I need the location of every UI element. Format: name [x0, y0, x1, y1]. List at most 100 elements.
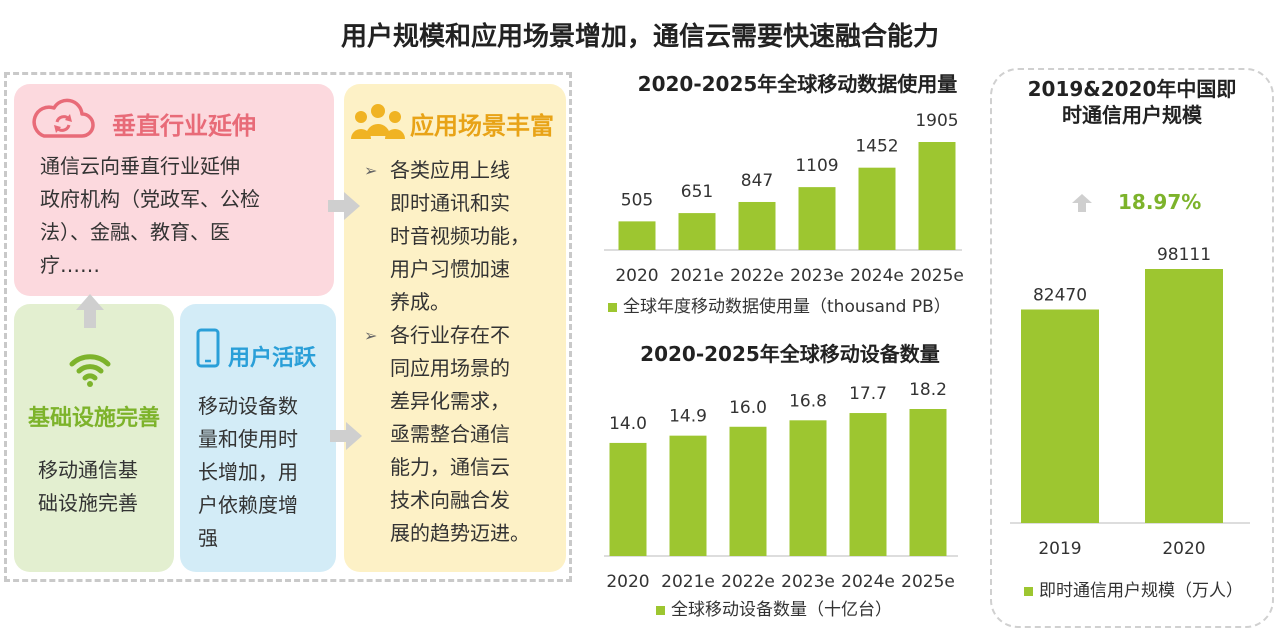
vertical-industry-line: 政府机构（党政军、公检	[40, 187, 260, 211]
x-tick-label: 2025e	[901, 572, 955, 592]
bar-value-label: 18.2	[909, 380, 947, 400]
bar	[909, 409, 947, 556]
bar	[678, 213, 716, 250]
mobile-data-usage-chart: 505 2020 651 2021e 847 2022e 1109 2023e 1452 2024…	[604, 111, 964, 286]
scenario-line: 时音视频功能，	[390, 224, 530, 248]
x-tick-label: 2020	[1162, 539, 1205, 559]
bar-value-label: 16.0	[729, 398, 767, 418]
infrastructure-line: 础设施完善	[38, 491, 138, 515]
bar	[669, 435, 707, 556]
growth-rate: 18.97%	[1118, 190, 1202, 214]
cloud-sync-icon	[32, 98, 95, 138]
app-scenarios-title: 应用场景丰富	[410, 112, 554, 140]
bar-value-label: 16.8	[789, 391, 827, 411]
chart-legend: 即时通信用户规模（万人）	[1024, 576, 1243, 601]
vertical-industry-line: 法）、金融、教育、医	[40, 220, 230, 244]
chart-title-line: 2019&2020年中国即	[1027, 77, 1237, 101]
user-activity-line: 强	[198, 526, 218, 550]
x-tick-label: 2022e	[730, 266, 784, 286]
bar-value-label: 505	[621, 190, 653, 210]
scenario-line: 各类应用上线	[390, 158, 510, 182]
scenario-line: 能力，通信云	[390, 455, 510, 479]
bullet-arrow-icon: ➢	[364, 326, 378, 345]
scenario-line: 同应用场景的	[390, 356, 510, 380]
im-users-panel-frame	[990, 68, 1274, 628]
legend-label: 即时通信用户规模（万人）	[1039, 581, 1243, 601]
x-tick-label: 2020	[606, 572, 649, 592]
scenario-line: 亟需整合通信	[390, 422, 510, 446]
wifi-icon	[69, 354, 111, 387]
bar-value-label: 82470	[1033, 285, 1087, 305]
chart-title: 2020-2025年全球移动设备数量	[640, 342, 940, 366]
bar	[729, 426, 767, 556]
right-arrow-icon	[328, 192, 360, 220]
x-tick-label: 2023e	[790, 266, 844, 286]
scenario-line: 养成。	[390, 290, 450, 314]
user-activity-line: 量和使用时	[198, 427, 298, 451]
legend-swatch	[608, 302, 617, 312]
bar	[849, 413, 887, 556]
x-tick-label: 2024e	[841, 572, 895, 592]
legend-swatch	[1024, 586, 1033, 596]
bar	[789, 420, 827, 556]
scenario-bullet: ➢ 各行业存在不 同应用场景的 差异化需求， 亟需整合通信 能力，通信云 技术向…	[364, 319, 564, 550]
chart-title-line: 时通信用户规模	[1062, 103, 1202, 127]
page-title: 用户规模和应用场景增加，通信云需要快速融合能力	[340, 22, 939, 52]
bar	[858, 167, 896, 250]
scenario-line: 技术向融合发	[390, 488, 510, 512]
user-activity-line: 户依赖度增	[198, 493, 298, 517]
mobile-phone-icon	[196, 328, 220, 368]
bar-value-label: 1109	[795, 156, 838, 176]
bar	[798, 187, 836, 250]
vertical-industry-card: 垂直行业延伸 通信云向垂直行业延伸 政府机构（党政军、公检 法）、金融、教育、医…	[14, 84, 334, 296]
up-arrow-icon	[76, 294, 104, 328]
bar	[1145, 269, 1223, 523]
x-tick-label: 2021e	[661, 572, 715, 592]
left-panel-frame	[4, 72, 572, 582]
x-tick-label: 2024e	[850, 266, 904, 286]
right-arrow-icon	[330, 422, 362, 450]
user-activity-title: 用户活跃	[228, 346, 317, 371]
x-tick-label: 2019	[1038, 539, 1081, 559]
bar	[609, 442, 647, 556]
bar	[1021, 309, 1099, 523]
mobile-devices-chart: 14.0 2020 14.9 2021e 16.0 2022e 16.8 2023e 17.7 2…	[604, 380, 958, 592]
im-users-chart: 82470 2019 98111 2020	[1010, 245, 1250, 559]
scenario-line: 用户习惯加速	[390, 257, 510, 281]
bar-value-label: 17.7	[849, 384, 887, 404]
bar-value-label: 847	[741, 171, 773, 191]
legend-label: 全球年度移动数据使用量（thousand PB）	[623, 297, 951, 317]
user-activity-line: 移动设备数	[198, 394, 298, 418]
vertical-industry-line: 通信云向垂直行业延伸	[40, 154, 240, 178]
bar	[618, 221, 656, 250]
bar	[918, 142, 956, 250]
x-tick-label: 2022e	[721, 572, 775, 592]
bar-value-label: 14.9	[669, 407, 707, 427]
app-scenarios-card: 应用场景丰富 ➢ 各类应用上线 即时通讯和实 时音视频功能， 用户习惯加速 养成…	[344, 84, 566, 572]
x-tick-label: 2023e	[781, 572, 835, 592]
user-activity-card: 用户活跃 移动设备数 量和使用时 长增加，用 户依赖度增 强	[180, 304, 336, 572]
chart-legend: 全球年度移动数据使用量（thousand PB）	[608, 292, 951, 317]
chart-legend: 全球移动设备数量（十亿台）	[656, 595, 892, 620]
scenario-line: 差异化需求，	[390, 389, 510, 413]
legend-label: 全球移动设备数量（十亿台）	[671, 600, 892, 620]
scenario-line: 即时通讯和实	[390, 191, 510, 215]
users-group-icon	[351, 104, 405, 139]
bar-value-label: 98111	[1157, 245, 1211, 265]
infrastructure-title: 基础设施完善	[27, 406, 160, 431]
vertical-industry-title: 垂直行业延伸	[112, 112, 256, 140]
up-arrow-icon	[1072, 194, 1092, 212]
user-activity-line: 长增加，用	[198, 460, 298, 484]
bar-value-label: 1452	[855, 137, 898, 157]
scenario-line: 展的趋势迈进。	[390, 521, 530, 545]
scenario-bullet: ➢ 各类应用上线 即时通讯和实 时音视频功能， 用户习惯加速 养成。	[364, 154, 564, 319]
scenario-line: 各行业存在不	[390, 323, 510, 347]
x-tick-label: 2025e	[910, 266, 964, 286]
bar-value-label: 14.0	[609, 414, 647, 434]
bullet-arrow-icon: ➢	[364, 161, 378, 180]
infrastructure-card: 基础设施完善 移动通信基 础设施完善	[14, 304, 174, 572]
vertical-industry-line: 疗……	[40, 253, 100, 277]
bar-value-label: 651	[681, 182, 713, 202]
legend-swatch	[656, 605, 665, 615]
x-tick-label: 2021e	[670, 266, 724, 286]
